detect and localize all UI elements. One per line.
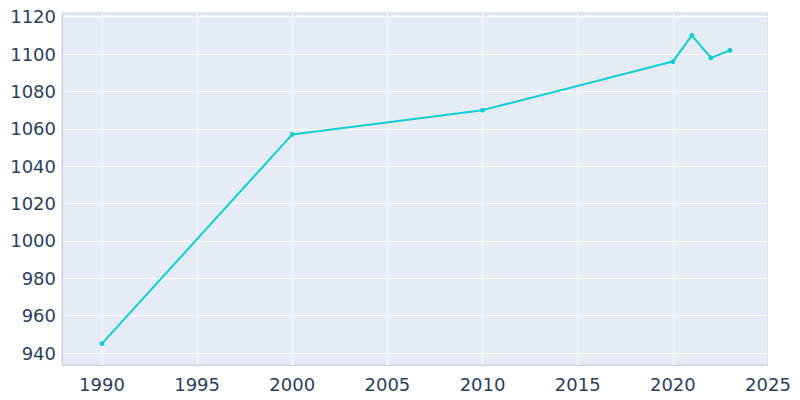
svg-text:1990: 1990	[79, 374, 125, 395]
svg-text:2020: 2020	[650, 374, 696, 395]
svg-text:1100: 1100	[10, 44, 56, 65]
svg-text:980: 980	[22, 268, 56, 289]
svg-text:1995: 1995	[174, 374, 220, 395]
svg-text:1000: 1000	[10, 230, 56, 251]
svg-text:1060: 1060	[10, 118, 56, 139]
svg-text:2010: 2010	[460, 374, 506, 395]
svg-text:1020: 1020	[10, 193, 56, 214]
svg-text:2000: 2000	[269, 374, 315, 395]
svg-text:960: 960	[22, 305, 56, 326]
svg-text:940: 940	[22, 343, 56, 364]
svg-text:1120: 1120	[10, 6, 56, 27]
svg-text:1040: 1040	[10, 156, 56, 177]
svg-text:2005: 2005	[365, 374, 411, 395]
svg-text:1080: 1080	[10, 81, 56, 102]
svg-text:2025: 2025	[745, 374, 791, 395]
svg-text:2015: 2015	[555, 374, 601, 395]
